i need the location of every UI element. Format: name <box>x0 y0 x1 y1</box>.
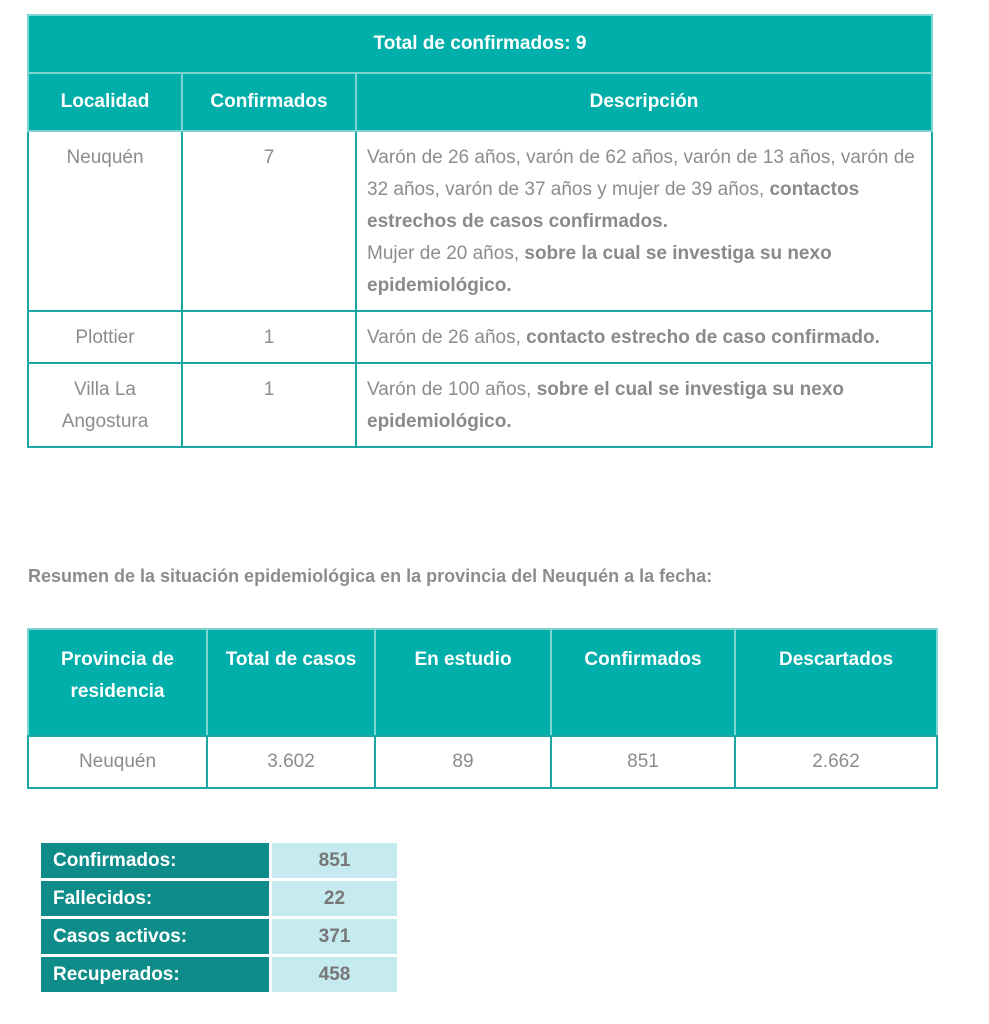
description-text: contactos estrechos de casos confirmados… <box>367 179 860 232</box>
confirmed-cases-table: Total de confirmados: 9 Localidad Confir… <box>27 14 933 448</box>
cell: 3.602 <box>206 735 376 789</box>
table-row: Casos activos: 371 <box>41 919 397 954</box>
descripcion-cell: Varón de 26 años, varón de 62 años, varó… <box>355 130 933 312</box>
col-confirmados: Confirmados <box>550 628 736 737</box>
col-en-estudio: En estudio <box>374 628 552 737</box>
table-row: Recuperados: 458 <box>41 957 397 992</box>
cell: 89 <box>374 735 552 789</box>
confirmados-cell: 1 <box>181 310 357 364</box>
descripcion-cell: Varón de 100 años, sobre el cual se inve… <box>355 362 933 448</box>
col-provincia: Provincia de residencia <box>27 628 208 737</box>
col-confirmados: Confirmados <box>181 72 357 132</box>
col-descripcion: Descripción <box>355 72 933 132</box>
table-row: Fallecidos: 22 <box>41 881 397 916</box>
table-row: Villa La Angostura 1 Varón de 100 años, so… <box>27 362 933 448</box>
cell: Neuquén <box>27 735 208 789</box>
value: 851 <box>272 843 397 878</box>
description-text: contacto estrecho de caso confirmado. <box>526 327 880 348</box>
label: Confirmados: <box>41 843 272 878</box>
table-row: Neuquén 7 Varón de 26 años, varón de 62 añ… <box>27 130 933 312</box>
col-total: Total de casos <box>206 628 376 737</box>
label: Fallecidos: <box>41 881 272 916</box>
cell: 851 <box>550 735 736 789</box>
description-text: Varón de 26 años, varón de 62 años, varó… <box>367 147 915 200</box>
summary-heading: Resumen de la situación epidemiológica e… <box>28 566 713 586</box>
localidad-cell: Villa La Angostura <box>27 362 183 448</box>
table-title: Total de confirmados: 9 <box>27 14 933 74</box>
col-localidad: Localidad <box>27 72 183 132</box>
cell: 2.662 <box>734 735 938 789</box>
table-row: Neuquén 3.602 89 851 2.662 <box>27 735 938 789</box>
label: Recuperados: <box>41 957 272 992</box>
description-text: Varón de 100 años, <box>367 379 537 400</box>
value: 458 <box>272 957 397 992</box>
value: 371 <box>272 919 397 954</box>
status-table: Confirmados: 851 Fallecidos: 22 Casos acti… <box>41 840 397 995</box>
description-text: sobre el cual se investiga su nexo epide… <box>367 379 845 432</box>
description-text: Mujer de 20 años, <box>367 243 525 264</box>
table-row: Confirmados: 851 <box>41 843 397 878</box>
description-text: Varón de 26 años, <box>367 327 527 348</box>
confirmados-cell: 1 <box>181 362 357 448</box>
summary-table: Provincia de residencia Total de casos E… <box>27 628 938 789</box>
value: 22 <box>272 881 397 916</box>
localidad-cell: Plottier <box>27 310 183 364</box>
confirmados-cell: 7 <box>181 130 357 312</box>
col-descartados: Descartados <box>734 628 938 737</box>
table-row: Plottier 1 Varón de 26 años, contacto estr… <box>27 310 933 364</box>
descripcion-cell: Varón de 26 años, contacto estrecho de c… <box>355 310 933 364</box>
localidad-cell: Neuquén <box>27 130 183 312</box>
label: Casos activos: <box>41 919 272 954</box>
description-text: sobre la cual se investiga su nexo epide… <box>367 243 832 296</box>
